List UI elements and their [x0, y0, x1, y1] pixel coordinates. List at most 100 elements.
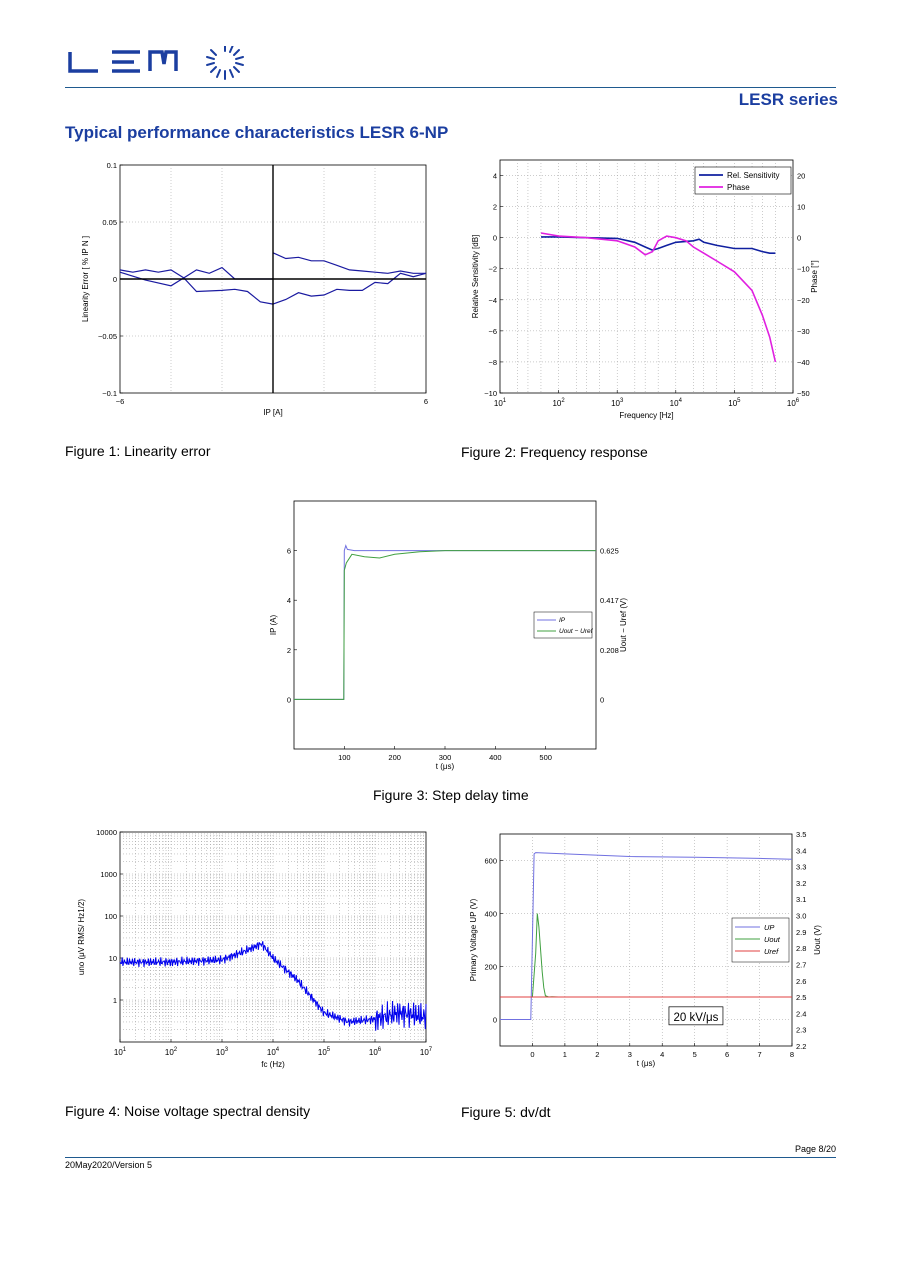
x-tick-label: 0: [530, 1050, 534, 1059]
figure-1-linearity-chart: −6 6 0.1 0.05 0 −0.05 −0.1 IP [A] Linearity Erro…: [81, 161, 428, 417]
series-line-rel-sensitivity: [541, 236, 776, 254]
legend-box: [731, 917, 790, 963]
x-axis-label: Frequency [Hz]: [619, 411, 673, 420]
y-tick-label: 100: [104, 912, 117, 921]
x-axis-label: IP [A]: [263, 408, 282, 417]
x-tick-label: 104: [670, 398, 683, 408]
y-right-axis-label: Phase [°]: [810, 260, 819, 293]
figure-3-step-chart: 100 200 300 400 500 6 4 2 0 0.625 0.417 0.208 0 t (μs…: [269, 500, 628, 771]
x-tick-label: −6: [116, 397, 125, 406]
y-axis-label: uno (μV RMS/ Hz1/2): [77, 899, 86, 976]
series-title: LESR series: [738, 90, 838, 109]
series-line-data-0: [119, 941, 427, 1031]
y-tick-label: −10: [484, 389, 497, 398]
x-tick-label: 103: [611, 398, 624, 408]
y-tick-label: 400: [484, 910, 497, 919]
y-tick-label: 0: [493, 234, 497, 243]
annotation-text: 20 kV/μs: [673, 1012, 718, 1024]
y-tick-label: 2: [287, 646, 291, 655]
x-tick-label: 106: [787, 398, 800, 408]
series-line-phase: [540, 232, 777, 363]
y-right-tick-label: 2.9: [796, 928, 806, 937]
x-tick-label: 200: [388, 753, 401, 762]
x-tick-label: 105: [318, 1047, 331, 1057]
annotation-box: [668, 1006, 724, 1026]
lem-logo-mark: [68, 42, 244, 80]
x-tick-label: 7: [757, 1050, 761, 1059]
figure-5-dvdt-chart: 0 1 2 3 4 5 6 7 8 600 400 200 0 3.5 3.4 3.3 3.2 3.1 3.0 2.9…: [469, 830, 822, 1068]
x-tick-label: 6: [725, 1050, 729, 1059]
section-title: Typical performance characteristics LESR…: [65, 123, 449, 142]
x-tick-label: 101: [114, 1047, 127, 1057]
legend-label: Uout: [764, 935, 781, 944]
y-right-tick-label: −10: [797, 265, 810, 274]
y-tick-label: 0.1: [107, 161, 117, 170]
y-right-tick-label: 2.6: [796, 977, 806, 986]
x-tick-label: 100: [338, 753, 351, 762]
y-tick-label: −2: [488, 265, 497, 274]
series-line-data-3: [272, 272, 427, 305]
y-right-tick-label: 0: [600, 695, 604, 704]
y-right-tick-label: 2.8: [796, 944, 806, 953]
series-line-data-1: [119, 271, 274, 305]
y-right-tick-label: 2.4: [796, 1009, 806, 1018]
x-tick-label: 500: [539, 753, 552, 762]
chart-5-plot: 0 1 2 3 4 5 6 7 8 600 400 200 0 3.5 3.4 3.3 3.2 3.1 3.0 2.9…: [469, 830, 822, 1068]
x-tick-label: 2: [595, 1050, 599, 1059]
legend-label: IP: [559, 617, 566, 624]
y-right-tick-label: 2.3: [796, 1026, 806, 1035]
y-right-tick-label: −20: [797, 296, 810, 305]
header-rule: [65, 87, 836, 88]
x-tick-label: 3: [628, 1050, 632, 1059]
y-tick-label: 0: [113, 275, 117, 284]
y-tick-label: 0: [493, 1016, 497, 1025]
x-tick-label: 1: [563, 1050, 567, 1059]
y-tick-label: −0.05: [98, 332, 117, 341]
y-tick-label: 600: [484, 857, 497, 866]
y-axis-label: Linearity Error [ % IP N ]: [81, 236, 90, 322]
y-right-tick-label: 0.625: [600, 547, 619, 556]
y-tick-label: 10: [109, 954, 117, 963]
y-right-tick-label: 3.5: [796, 830, 806, 839]
y-right-tick-label: 2.7: [796, 960, 806, 969]
chart-3-plot: 100 200 300 400 500 6 4 2 0 0.625 0.417 0.208 0 t (μs…: [269, 500, 628, 771]
x-tick-label: 106: [369, 1047, 382, 1057]
y-tick-label: 0.05: [102, 218, 117, 227]
x-tick-label: 105: [728, 398, 741, 408]
legend-box: [533, 611, 593, 639]
y-tick-label: 4: [287, 596, 291, 605]
y-right-tick-label: 10: [797, 203, 805, 212]
y-right-tick-label: 2.5: [796, 993, 806, 1002]
legend-label: Uout − Uref: [559, 628, 594, 635]
y-right-tick-label: −40: [797, 358, 810, 367]
x-tick-label: 107: [420, 1047, 433, 1057]
legend-label: Phase: [727, 183, 750, 192]
figure-3-caption: Figure 3: Step delay time: [373, 787, 529, 803]
y-right-tick-label: −30: [797, 327, 810, 336]
y-right-tick-label: 0: [797, 234, 801, 243]
y-axis-label: Relative Sensitivity [dB]: [471, 235, 480, 319]
y-tick-label: 0: [287, 695, 291, 704]
chart-2-plot: 101 102 103 104 105 106420−2−4−6−8−1020100−10…: [471, 159, 819, 420]
y-axis-label: IP (A): [269, 615, 278, 636]
legend-box: [694, 166, 792, 195]
x-tick-label: 101: [494, 398, 507, 408]
figure-4-caption: Figure 4: Noise voltage spectral density: [65, 1103, 311, 1119]
y-tick-label: −0.1: [102, 389, 117, 398]
y-right-tick-label: 20: [797, 172, 805, 181]
y-tick-label: 200: [484, 963, 497, 972]
x-tick-label: 104: [267, 1047, 280, 1057]
y-right-axis-label: Uout − Uref (V): [619, 598, 628, 652]
y-tick-label: 6: [287, 547, 291, 556]
x-tick-label: 4: [660, 1050, 664, 1059]
x-axis-label: fc (Hz): [261, 1060, 285, 1069]
footer-rule: [65, 1157, 836, 1158]
y-tick-label: 10000: [96, 828, 117, 837]
series-line-data-2: [272, 252, 426, 274]
y-right-tick-label: 3.2: [796, 879, 806, 888]
legend-label: Rel. Sensitivity: [727, 171, 779, 180]
y-tick-label: −6: [488, 327, 497, 336]
plot-frame: [499, 159, 794, 394]
y-tick-label: 1: [113, 996, 117, 1005]
